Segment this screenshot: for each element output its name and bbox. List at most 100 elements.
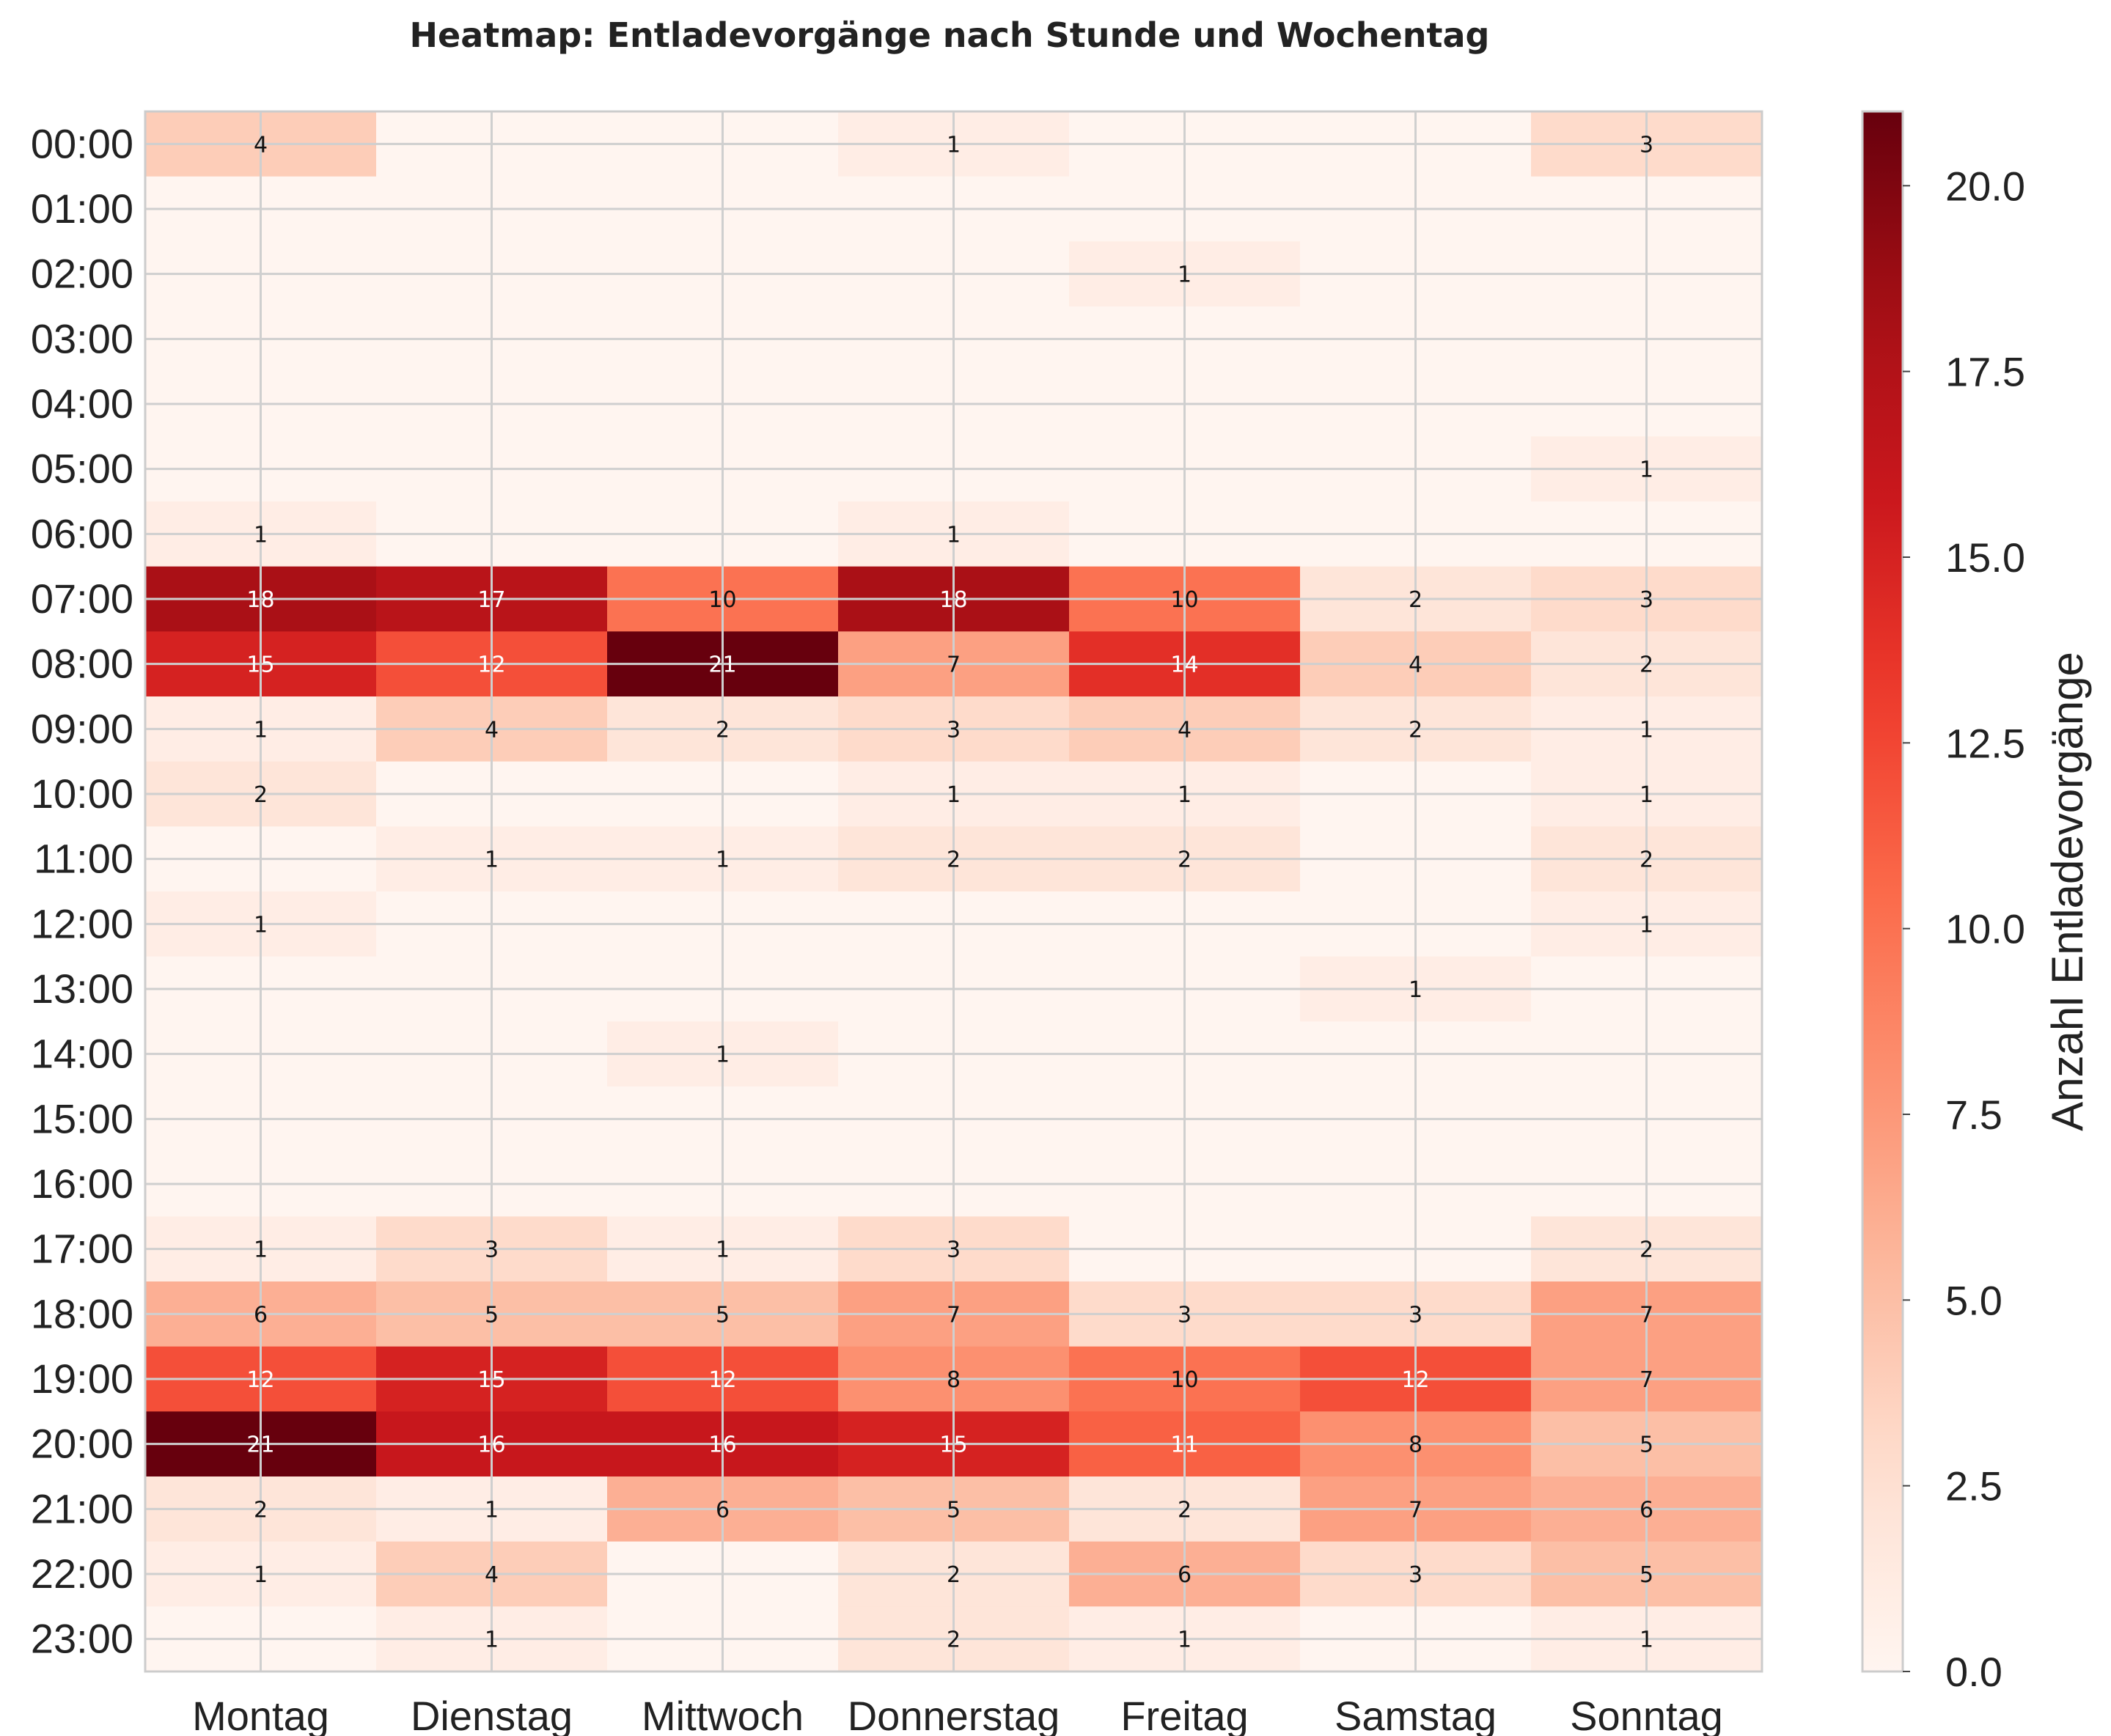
cell-value-label: 3 xyxy=(1178,1302,1192,1328)
cell-value-label: 1 xyxy=(254,717,268,743)
cell-value-label: 2 xyxy=(1640,652,1653,678)
cell-value-label: 12 xyxy=(477,652,505,678)
cell-value-label: 4 xyxy=(254,132,268,158)
cell-value-label: 21 xyxy=(246,1432,274,1458)
y-tick-label: 17:00 xyxy=(31,1226,133,1272)
y-tick-label: 06:00 xyxy=(31,510,133,556)
cell-value-label: 2 xyxy=(254,782,268,808)
cell-value-label: 2 xyxy=(1178,847,1192,873)
cell-value-label: 11 xyxy=(1170,1432,1198,1458)
cell-value-label: 18 xyxy=(246,587,274,613)
cell-value-label: 7 xyxy=(1409,1497,1422,1523)
x-tick-label: Mittwoch xyxy=(642,1693,804,1736)
cell-value-label: 1 xyxy=(254,912,268,938)
y-tick-label: 16:00 xyxy=(31,1161,133,1207)
cell-value-label: 3 xyxy=(1409,1302,1422,1328)
cell-value-label: 1 xyxy=(716,1237,730,1263)
y-tick-label: 00:00 xyxy=(31,120,133,166)
y-tick-label: 07:00 xyxy=(31,575,133,622)
cell-value-label: 3 xyxy=(1409,1562,1422,1588)
y-tick-label: 05:00 xyxy=(31,446,133,492)
cell-value-label: 1 xyxy=(254,1237,268,1263)
grid-lines xyxy=(145,111,1762,1671)
colorbar-tick-label: 5.0 xyxy=(1945,1277,2002,1323)
cell-value-label: 16 xyxy=(477,1432,505,1458)
cell-value-label: 4 xyxy=(1409,652,1422,678)
cell-value-label: 1 xyxy=(716,847,730,873)
colorbar-tick-label: 15.0 xyxy=(1945,534,2025,581)
colorbar-tick-label: 20.0 xyxy=(1945,163,2025,209)
cell-value-label: 1 xyxy=(1640,912,1653,938)
y-tick-label: 22:00 xyxy=(31,1551,133,1597)
x-tick-label: Sonntag xyxy=(1570,1693,1723,1736)
cell-value-label: 6 xyxy=(1178,1562,1192,1588)
cell-value-label: 12 xyxy=(246,1367,274,1393)
cell-value-label: 2 xyxy=(947,847,961,873)
y-tick-label: 19:00 xyxy=(31,1356,133,1402)
cell-value-label: 12 xyxy=(708,1367,736,1393)
y-tick-label: 08:00 xyxy=(31,641,133,687)
cell-value-label: 15 xyxy=(477,1367,505,1393)
cell-value-label: 2 xyxy=(947,1562,961,1588)
cell-value-label: 2 xyxy=(716,717,730,743)
cell-value-label: 2 xyxy=(1409,717,1422,743)
cell-value-label: 6 xyxy=(716,1497,730,1523)
cell-value-label: 10 xyxy=(708,587,736,613)
cell-value-label: 15 xyxy=(246,652,274,678)
cell-value-label: 7 xyxy=(1640,1367,1653,1393)
x-axis-tick-labels: Montag Dienstag Mittwoch Donnerstag Freitag S… xyxy=(192,1693,1723,1736)
cell-value-label: 1 xyxy=(1178,782,1192,808)
cell-value-label: 10 xyxy=(1170,587,1198,613)
cell-value-label: 1 xyxy=(1640,717,1653,743)
cell-value-label: 1 xyxy=(254,522,268,548)
y-tick-label: 04:00 xyxy=(31,380,133,427)
y-tick-label: 09:00 xyxy=(31,705,133,751)
cell-value-label: 1 xyxy=(1640,782,1653,808)
cell-value-label: 17 xyxy=(477,587,505,613)
y-tick-label: 10:00 xyxy=(31,770,133,817)
cell-value-label: 7 xyxy=(1640,1302,1653,1328)
cell-value-label: 5 xyxy=(1640,1562,1653,1588)
cell-value-label: 18 xyxy=(939,587,967,613)
x-tick-label: Samstag xyxy=(1334,1693,1497,1736)
colorbar-tick-label: 0.0 xyxy=(1945,1649,2002,1695)
cell-value-label: 5 xyxy=(485,1302,499,1328)
colorbar-tick-label: 2.5 xyxy=(1945,1463,2002,1509)
cell-value-label: 3 xyxy=(947,1237,961,1263)
y-tick-label: 02:00 xyxy=(31,251,133,297)
y-tick-label: 20:00 xyxy=(31,1421,133,1467)
cell-value-label: 1 xyxy=(947,132,961,158)
x-tick-label: Dienstag xyxy=(411,1693,573,1736)
plot-frame xyxy=(144,110,1763,1673)
cell-value-label: 5 xyxy=(716,1302,730,1328)
y-tick-label: 12:00 xyxy=(31,900,133,946)
y-tick-label: 03:00 xyxy=(31,315,133,361)
cell-value-label: 2 xyxy=(1409,587,1422,613)
cell-value-label: 21 xyxy=(708,652,736,678)
cell-value-label: 8 xyxy=(1409,1432,1422,1458)
colorbar: 0.0 2.5 5.0 7.5 10.0 12.5 15.0 17.5 20.0 xyxy=(1861,110,2025,1695)
colorbar-tick-label: 10.0 xyxy=(1945,906,2025,952)
cell-value-label: 1 xyxy=(1640,1628,1653,1653)
colorbar-label: Anzahl Entladevorgänge xyxy=(2043,652,2092,1131)
cell-value-label: 1 xyxy=(485,1628,499,1653)
y-tick-label: 13:00 xyxy=(31,966,133,1012)
cell-value-label: 3 xyxy=(1640,132,1653,158)
cell-value-label: 1 xyxy=(485,1497,499,1523)
cell-value-label: 3 xyxy=(947,717,961,743)
cell-value-label: 4 xyxy=(485,1562,499,1588)
colorbar-tick-label: 17.5 xyxy=(1945,349,2025,395)
cell-value-label: 2 xyxy=(254,1497,268,1523)
cell-value-label: 3 xyxy=(485,1237,499,1263)
colorbar-gradient xyxy=(1861,110,1904,1673)
y-axis-tick-labels: 00:00 01:00 02:00 03:00 04:00 05:00 06:00 07:00… xyxy=(31,120,133,1661)
cell-value-label: 14 xyxy=(1170,652,1198,678)
cell-value-label: 6 xyxy=(1640,1497,1653,1523)
cell-value-label: 8 xyxy=(947,1367,961,1393)
cell-value-label: 1 xyxy=(947,782,961,808)
cell-value-label: 1 xyxy=(1178,262,1192,288)
cell-value-label: 1 xyxy=(485,847,499,873)
